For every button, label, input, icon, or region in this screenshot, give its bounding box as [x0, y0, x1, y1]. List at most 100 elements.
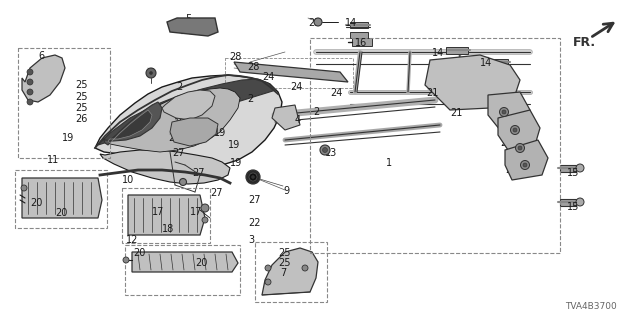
- Text: 20: 20: [30, 198, 42, 208]
- Circle shape: [513, 128, 517, 132]
- Text: 16: 16: [355, 38, 367, 48]
- Text: 27: 27: [172, 148, 184, 158]
- Circle shape: [265, 279, 271, 285]
- Text: 20: 20: [55, 208, 67, 218]
- Polygon shape: [498, 110, 540, 150]
- Polygon shape: [132, 252, 238, 272]
- Polygon shape: [170, 118, 218, 146]
- Text: 25: 25: [75, 103, 88, 113]
- Text: 21: 21: [426, 88, 438, 98]
- Circle shape: [520, 161, 529, 170]
- Circle shape: [21, 185, 27, 191]
- Bar: [125, 245, 240, 295]
- Text: 2: 2: [247, 94, 253, 104]
- Bar: [350, 32, 368, 38]
- Text: 27: 27: [168, 133, 180, 143]
- Circle shape: [249, 173, 257, 181]
- Text: 25: 25: [75, 92, 88, 102]
- Text: TVA4B3700: TVA4B3700: [565, 302, 617, 311]
- Polygon shape: [108, 110, 152, 143]
- Circle shape: [523, 163, 527, 167]
- Text: 6: 6: [38, 51, 44, 61]
- Text: 14: 14: [480, 58, 492, 68]
- Circle shape: [515, 143, 525, 153]
- Polygon shape: [108, 88, 240, 152]
- Circle shape: [323, 148, 328, 153]
- Bar: [18, 48, 110, 158]
- Circle shape: [27, 99, 33, 105]
- Text: 2: 2: [313, 107, 319, 117]
- Circle shape: [123, 257, 129, 263]
- Text: 27: 27: [192, 168, 205, 178]
- Polygon shape: [103, 102, 162, 145]
- Text: 25: 25: [75, 80, 88, 90]
- Text: 17: 17: [152, 207, 164, 217]
- Circle shape: [518, 146, 522, 150]
- Polygon shape: [167, 18, 218, 36]
- Bar: [255, 242, 327, 302]
- Text: 25: 25: [278, 258, 291, 268]
- Circle shape: [150, 71, 152, 75]
- Polygon shape: [262, 248, 318, 295]
- Text: 19: 19: [214, 128, 227, 138]
- Text: 9: 9: [283, 186, 289, 196]
- Text: 15: 15: [567, 202, 579, 212]
- Text: 12: 12: [126, 235, 138, 245]
- Bar: [352, 38, 372, 46]
- Text: 24: 24: [262, 72, 275, 82]
- Text: 21: 21: [450, 108, 462, 118]
- Text: 13: 13: [325, 148, 337, 158]
- Text: 28: 28: [229, 52, 241, 62]
- Polygon shape: [505, 140, 548, 180]
- Text: 8: 8: [148, 68, 154, 78]
- Text: 2: 2: [176, 82, 182, 92]
- Polygon shape: [488, 92, 530, 130]
- Text: 18: 18: [162, 224, 174, 234]
- Circle shape: [146, 68, 156, 78]
- Text: 19: 19: [230, 158, 243, 168]
- Bar: [225, 58, 353, 88]
- Bar: [350, 22, 368, 28]
- Text: FR.: FR.: [573, 36, 596, 49]
- Polygon shape: [22, 178, 102, 218]
- Bar: [15, 170, 107, 228]
- Bar: [122, 188, 210, 243]
- Circle shape: [252, 175, 255, 179]
- Circle shape: [201, 204, 209, 212]
- Text: 14: 14: [432, 48, 444, 58]
- Text: 10: 10: [122, 175, 134, 185]
- Text: 21: 21: [505, 165, 517, 175]
- Bar: [560, 165, 576, 172]
- Text: 1: 1: [386, 158, 392, 168]
- Circle shape: [320, 145, 330, 155]
- Polygon shape: [425, 55, 520, 110]
- Circle shape: [246, 170, 260, 184]
- Circle shape: [576, 198, 584, 206]
- Text: 19: 19: [139, 115, 151, 125]
- Text: 19: 19: [174, 118, 186, 128]
- Text: 19: 19: [247, 175, 259, 185]
- Text: 11: 11: [47, 155, 60, 165]
- Text: 23: 23: [308, 18, 321, 28]
- Circle shape: [502, 110, 506, 114]
- Circle shape: [499, 108, 509, 116]
- Text: 24: 24: [290, 82, 302, 92]
- Polygon shape: [100, 150, 230, 184]
- Text: 20: 20: [195, 258, 207, 268]
- Polygon shape: [95, 75, 282, 168]
- Polygon shape: [162, 90, 215, 120]
- Circle shape: [179, 179, 186, 186]
- Text: 26: 26: [75, 114, 88, 124]
- Text: 27: 27: [210, 188, 223, 198]
- Circle shape: [314, 18, 322, 26]
- Circle shape: [302, 265, 308, 271]
- Polygon shape: [234, 62, 348, 82]
- Circle shape: [511, 125, 520, 134]
- Text: 19: 19: [62, 133, 74, 143]
- Text: 3: 3: [248, 235, 254, 245]
- Polygon shape: [98, 79, 276, 145]
- Circle shape: [27, 79, 33, 85]
- Bar: [446, 47, 468, 54]
- Circle shape: [576, 164, 584, 172]
- Text: 25: 25: [278, 248, 291, 258]
